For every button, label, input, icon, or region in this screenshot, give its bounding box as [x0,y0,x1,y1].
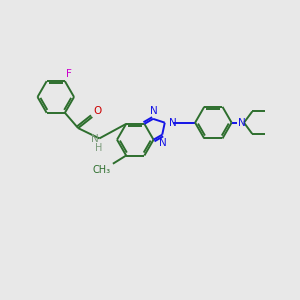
Text: H: H [95,142,103,152]
Text: N: N [91,134,99,144]
Text: O: O [94,106,102,116]
Text: CH₃: CH₃ [93,165,111,175]
Text: N: N [169,118,177,128]
Text: N: N [150,106,158,116]
Text: N: N [238,118,245,128]
Text: N: N [159,138,167,148]
Text: F: F [66,69,72,79]
